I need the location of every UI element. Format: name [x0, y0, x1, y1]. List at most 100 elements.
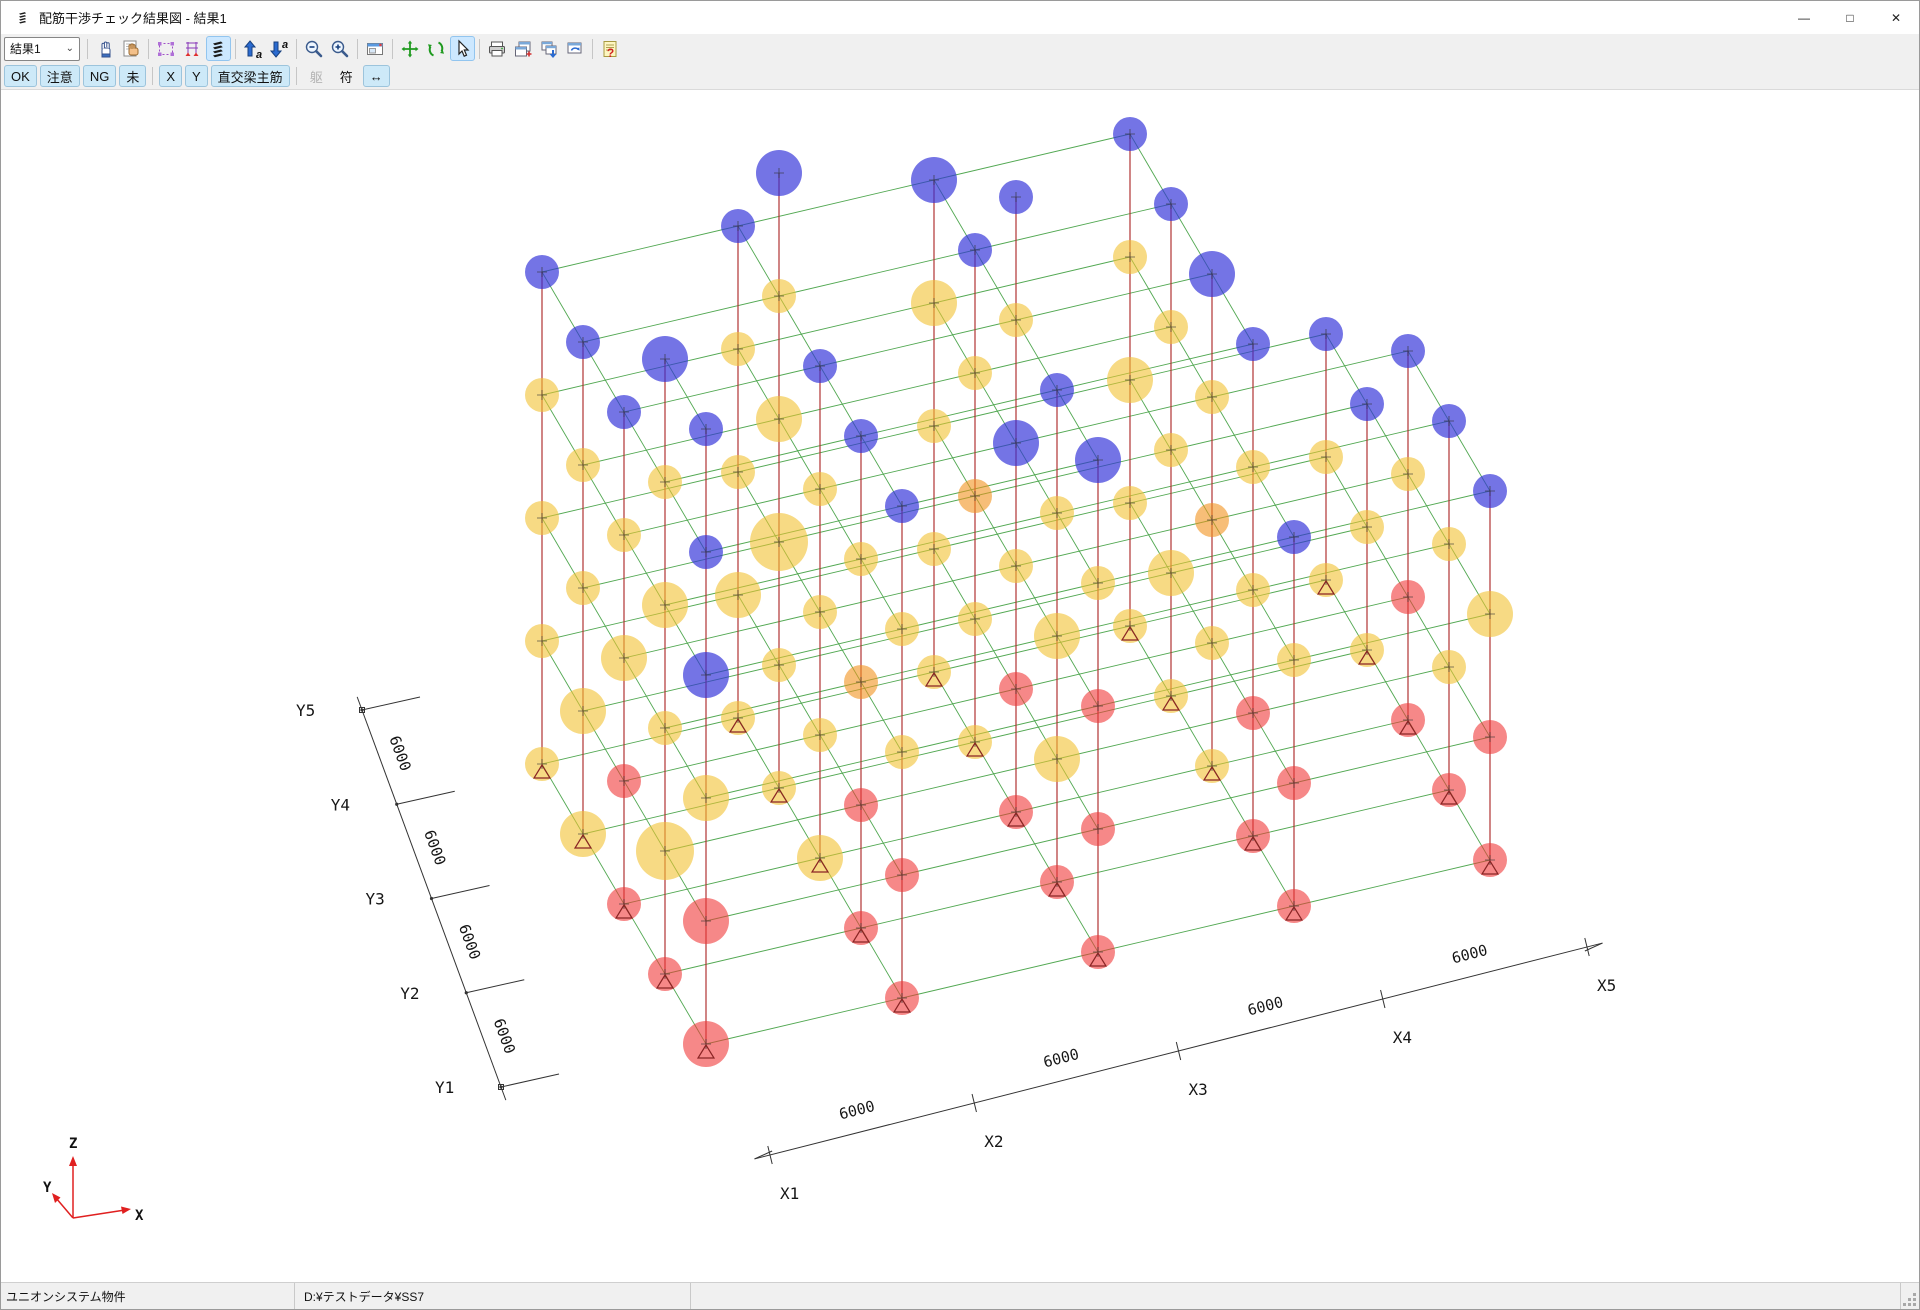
floor-view-button[interactable]: [205, 36, 231, 61]
svg-text:Y1: Y1: [435, 1078, 454, 1097]
toolbar-separator: [357, 38, 358, 59]
display-settings-button[interactable]: [363, 36, 388, 61]
axis-triad: Z X Y: [43, 1136, 144, 1224]
status-bar: ユニオンシステム物件 D:¥テストデータ¥SS7: [1, 1282, 1919, 1309]
frame-view-button[interactable]: [180, 36, 205, 61]
toolbar-separator: [479, 38, 480, 59]
symbol-toggle[interactable]: 符: [339, 69, 353, 85]
select-frame-icon: [158, 41, 174, 56]
column-lines: [541, 134, 1491, 1044]
new-window-button[interactable]: [511, 36, 536, 61]
filter-separator: [295, 67, 297, 85]
pan-hand-icon: [101, 41, 111, 57]
toolbar-separator: [87, 38, 88, 59]
close-button[interactable]: ✕: [1890, 10, 1902, 25]
status-divider: [1900, 1283, 1901, 1309]
cascade-windows-icon: [541, 41, 557, 58]
floors-stack-icon: [19, 11, 27, 24]
filter-toolbar: OK 注意 NG 未 X Y 直交梁主筋 躯符 ↔: [1, 63, 1919, 90]
display-settings-icon: [367, 42, 383, 55]
svg-text:a: a: [256, 49, 262, 60]
floor-view-icon: [213, 41, 223, 57]
cascade-windows-button[interactable]: [537, 36, 562, 61]
help-icon: ?: [603, 40, 617, 60]
print-icon: [489, 41, 505, 56]
zoom-out-icon: [305, 40, 323, 57]
select-frame-button[interactable]: [154, 36, 179, 61]
pan-page-button[interactable]: [119, 36, 144, 61]
svg-text:?: ?: [607, 46, 614, 60]
filter-ng-toggle[interactable]: NG: [82, 65, 117, 87]
chevron-down-icon: ⌄: [65, 42, 74, 54]
svg-text:Y5: Y5: [296, 701, 315, 720]
pointer-button[interactable]: [449, 36, 475, 61]
result-3d-view[interactable]: Y1 6000 Y2 6000 Y3 6000 Y4 6000 Y5 X1 6000 X2 6000 X3…: [1, 90, 1919, 1282]
result-select[interactable]: 結果1 ⌄: [4, 36, 80, 61]
axis-x-toggle[interactable]: X: [159, 65, 182, 87]
status-spare: [691, 1283, 1900, 1309]
zoom-in-button[interactable]: [328, 36, 353, 61]
window-title: 配筋干渉チェック結果図 - 結果1: [39, 11, 227, 26]
help-button[interactable]: ?: [598, 36, 623, 61]
cross-beam-rebar-toggle[interactable]: 直交梁主筋: [210, 65, 290, 87]
svg-text:Y2: Y2: [400, 984, 419, 1003]
move-view-icon: [401, 40, 419, 57]
dimension-lines: Y1 6000 Y2 6000 Y3 6000 Y4 6000 Y5 X1 6000 X2 6000 X3…: [296, 696, 1616, 1203]
filter-warning-toggle[interactable]: 注意: [39, 65, 80, 87]
toolbar-separator: [392, 38, 393, 59]
story-up-button[interactable]: a: [241, 36, 266, 61]
node-marks: [532, 129, 1500, 1059]
pan-page-icon: [123, 40, 139, 56]
filter-separator: [152, 67, 154, 85]
maximize-button[interactable]: □: [1846, 10, 1854, 25]
svg-text:X4: X4: [1393, 1028, 1412, 1047]
story-down-icon: a: [269, 39, 288, 58]
svg-text:X1: X1: [780, 1184, 799, 1203]
drawing-area: Y1 6000 Y2 6000 Y3 6000 Y4 6000 Y5 X1 6000 X2 6000 X3…: [1, 90, 1919, 1282]
result-select-value: 結果1: [10, 42, 41, 56]
check-result-nodes: [525, 117, 1513, 1067]
pan-hand-button[interactable]: [93, 36, 118, 61]
story-down-button[interactable]: a: [267, 36, 292, 61]
svg-text:6000: 6000: [455, 922, 484, 962]
app-icon: [14, 10, 30, 26]
resize-grip[interactable]: [1903, 1293, 1916, 1306]
svg-text:a: a: [282, 39, 288, 51]
toolbar-separator: [592, 38, 593, 59]
filter-unchecked-toggle[interactable]: 未: [119, 65, 147, 87]
main-toolbar: 結果1 ⌄ a a?: [1, 34, 1919, 63]
status-project: ユニオンシステム物件: [6, 1289, 126, 1304]
window-switch-button[interactable]: [563, 36, 588, 61]
svg-text:Y3: Y3: [366, 890, 385, 909]
rotate-view-button[interactable]: [424, 36, 449, 61]
move-view-button[interactable]: [398, 36, 423, 61]
toolbar-separator: [296, 38, 297, 59]
pointer-icon: [458, 39, 470, 57]
svg-text:X5: X5: [1597, 976, 1616, 995]
toolbar-separator: [148, 38, 149, 59]
svg-text:6000: 6000: [385, 733, 414, 773]
rotate-view-icon: [428, 41, 444, 56]
span-toggle[interactable]: ↔: [362, 65, 390, 87]
svg-text:6000: 6000: [420, 828, 449, 868]
zoom-out-button[interactable]: [302, 36, 327, 61]
svg-text:X2: X2: [984, 1132, 1003, 1151]
svg-text:Y: Y: [43, 1180, 52, 1196]
title-bar: 配筋干渉チェック結果図 - 結果1 — □ ✕: [1, 1, 1919, 34]
svg-text:X3: X3: [1189, 1080, 1208, 1099]
filter-ok-toggle[interactable]: OK: [4, 65, 37, 87]
svg-text:X: X: [135, 1208, 144, 1224]
svg-text:6000: 6000: [1041, 1045, 1080, 1071]
axis-y-toggle[interactable]: Y: [185, 65, 208, 87]
svg-text:6000: 6000: [490, 1016, 519, 1056]
minimize-button[interactable]: —: [1798, 10, 1810, 25]
toolbar-separator: [235, 38, 236, 59]
new-window-icon: [515, 41, 532, 56]
svg-text:6000: 6000: [1246, 993, 1285, 1019]
frame-view-icon: [185, 41, 199, 56]
window-controls: — □ ✕: [1781, 1, 1919, 34]
svg-text:Z: Z: [69, 1136, 77, 1152]
print-button[interactable]: [485, 36, 510, 61]
story-up-icon: a: [243, 39, 262, 60]
